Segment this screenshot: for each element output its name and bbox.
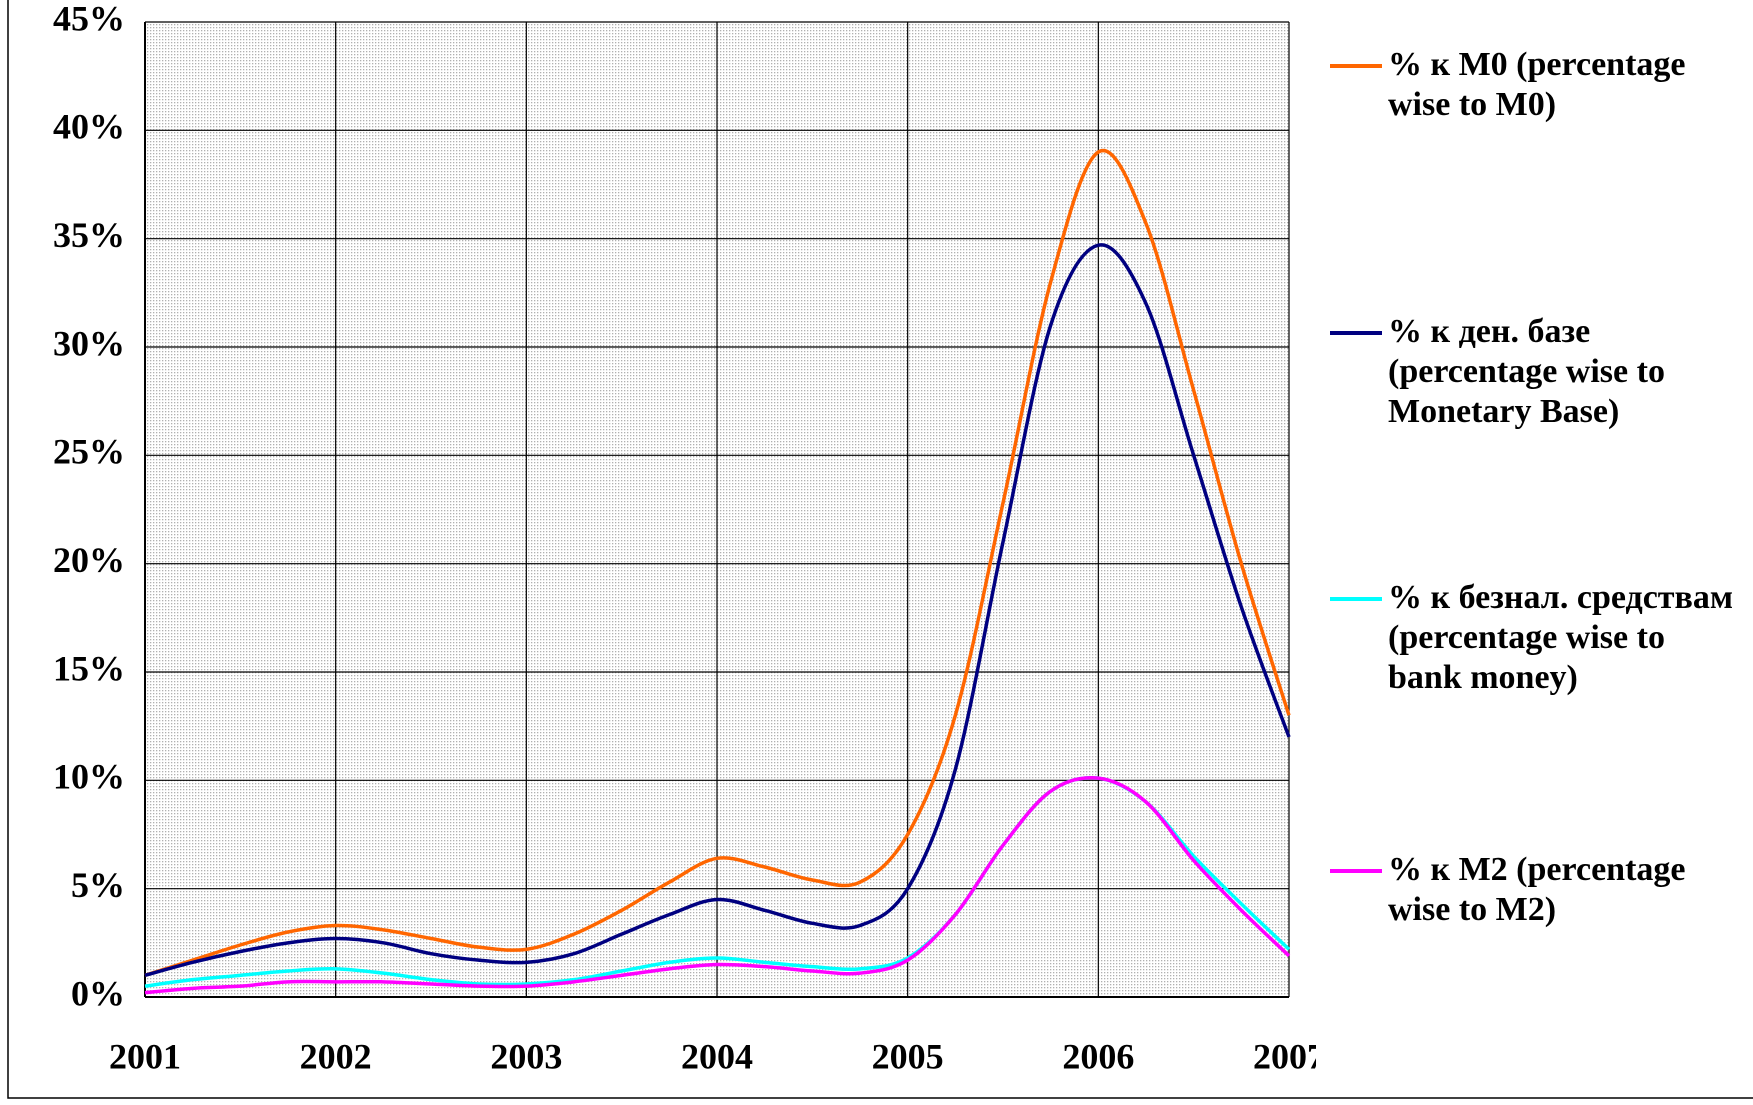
- series-line: [144, 775, 1291, 995]
- legend-item: % к M0 (percentage wise to M0): [1330, 45, 1750, 125]
- x-tick-labels: 2001 2002 2003 2004 2005 2006 2007: [109, 1036, 1325, 1076]
- legend-label: % к M0 (percentage wise to M0): [1388, 46, 1686, 123]
- series-line: [144, 148, 1291, 978]
- x-tick-label: 2001: [109, 1036, 181, 1076]
- legend-swatch: [1330, 331, 1382, 335]
- legend-item: % к M2 (percentage wise to M2): [1330, 850, 1750, 930]
- legend-swatch: [1330, 64, 1382, 68]
- y-tick-label: 5%: [71, 865, 125, 905]
- x-tick-label: 2004: [681, 1036, 753, 1076]
- x-tick-label: 2007: [1253, 1036, 1325, 1076]
- y-tick-label: 35%: [53, 215, 125, 255]
- y-tick-label: 45%: [53, 0, 125, 38]
- series-line: [144, 243, 1291, 978]
- x-tick-label: 2003: [490, 1036, 562, 1076]
- x-tick-label: 2002: [300, 1036, 372, 1076]
- legend-label: % к M2 (percentage wise to M2): [1388, 851, 1686, 928]
- x-tick-label: 2006: [1062, 1036, 1134, 1076]
- frame: [7, 0, 1753, 1099]
- legend-swatch: [1330, 869, 1382, 873]
- y-tick-label: 0%: [71, 973, 125, 1013]
- x-tick-label: 2005: [872, 1036, 944, 1076]
- legend-item: % к безнал. средствам (percentage wise t…: [1330, 578, 1750, 698]
- y-tick-label: 30%: [53, 323, 125, 363]
- legend-swatch: [1330, 597, 1382, 601]
- legend-label: % к безнал. средствам (percentage wise t…: [1388, 579, 1734, 696]
- y-tick-label: 20%: [53, 540, 125, 580]
- y-tick-label: 15%: [53, 648, 125, 688]
- y-tick-label: 40%: [53, 107, 125, 147]
- y-tick-label: 10%: [53, 757, 125, 797]
- y-tick-label: 25%: [53, 432, 125, 472]
- legend-item: % к ден. базе (percentage wise to Moneta…: [1330, 312, 1750, 432]
- legend-label: % к ден. базе (percentage wise to Moneta…: [1388, 313, 1665, 430]
